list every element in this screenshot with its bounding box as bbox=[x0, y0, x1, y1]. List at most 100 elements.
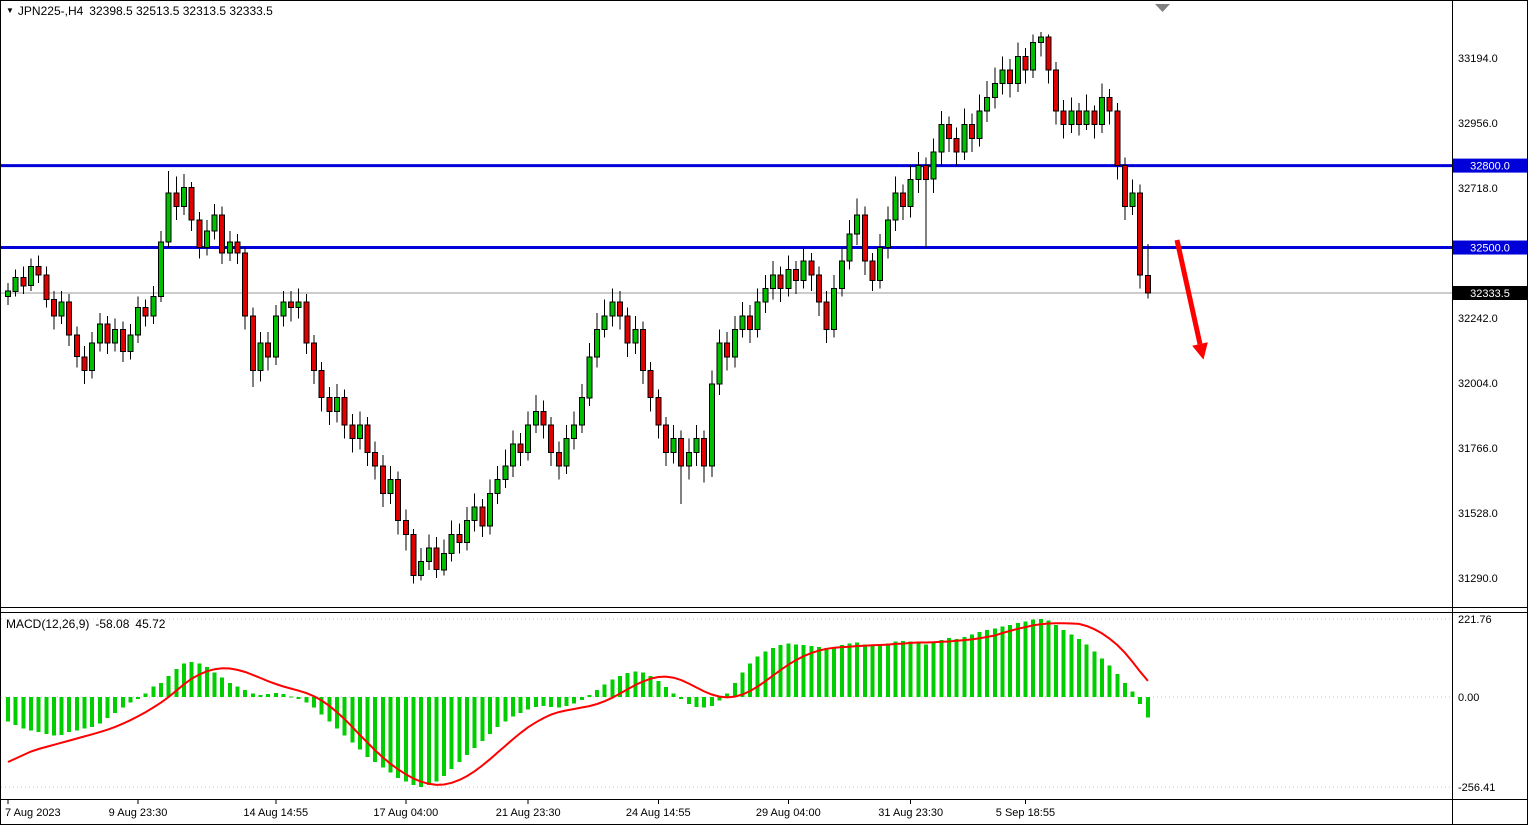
candle-body bbox=[441, 552, 448, 571]
candle-body bbox=[425, 547, 432, 563]
candle-body bbox=[35, 266, 42, 276]
candle-body bbox=[724, 342, 731, 358]
macd-bar bbox=[350, 697, 355, 743]
macd-bar bbox=[625, 673, 630, 697]
macd-bar bbox=[197, 663, 202, 697]
macd-bar bbox=[656, 681, 661, 697]
macd-bar bbox=[510, 697, 515, 717]
candle-body bbox=[670, 438, 677, 453]
macd-bar bbox=[732, 682, 737, 697]
macd-bar bbox=[924, 644, 928, 697]
candle-body bbox=[946, 124, 952, 139]
macd-bar bbox=[862, 644, 867, 697]
candle-body bbox=[50, 298, 57, 317]
macd-bar bbox=[403, 697, 408, 782]
candle-body bbox=[555, 451, 562, 467]
ohlc-values: 32398.5 32513.5 32313.5 32333.5 bbox=[89, 4, 273, 18]
macd-bar bbox=[1015, 623, 1020, 697]
candle-body bbox=[471, 506, 478, 522]
macd-info: MACD(12,26,9) -58.08 45.72 bbox=[6, 617, 165, 631]
macd-histogram bbox=[6, 619, 1150, 787]
candle-body bbox=[953, 137, 960, 153]
macd-bar bbox=[434, 697, 439, 782]
chart-shift-marker[interactable] bbox=[1155, 4, 1170, 12]
macd-bar bbox=[526, 697, 531, 710]
macd-bar bbox=[51, 697, 56, 736]
macd-bar bbox=[1069, 634, 1074, 697]
candle-body bbox=[295, 301, 302, 309]
macd-bar bbox=[1115, 674, 1120, 697]
macd-bar bbox=[1046, 620, 1051, 697]
macd-bar bbox=[220, 677, 225, 697]
macd-bar bbox=[610, 679, 615, 697]
macd-bar bbox=[113, 697, 118, 713]
candle-body bbox=[502, 465, 509, 481]
candle-body bbox=[73, 334, 80, 358]
macd-bar bbox=[495, 697, 500, 727]
candle-body bbox=[678, 438, 685, 467]
time-tick-label: 17 Aug 04:00 bbox=[373, 807, 438, 819]
candle-body bbox=[517, 443, 524, 453]
macd-bar bbox=[59, 697, 64, 735]
candle-body bbox=[938, 124, 945, 153]
macd-bar bbox=[212, 672, 217, 697]
macd-signal-line bbox=[7, 622, 1149, 786]
macd-bar bbox=[725, 693, 730, 697]
candle-body bbox=[257, 342, 264, 371]
candle-body bbox=[1083, 110, 1090, 126]
candle-body bbox=[119, 329, 126, 352]
candle-body bbox=[333, 397, 340, 412]
macd-bar bbox=[1077, 639, 1081, 697]
candle-body bbox=[494, 479, 501, 494]
symbol-name: JPN225-,H4 bbox=[17, 4, 84, 18]
macd-bar bbox=[648, 675, 653, 697]
candle-body bbox=[770, 274, 776, 289]
macd-bar bbox=[1138, 697, 1143, 704]
candle-body bbox=[81, 356, 88, 371]
macd-bar bbox=[824, 647, 829, 697]
macd-bar bbox=[908, 641, 913, 697]
price-tick-label: 31528.0 bbox=[1458, 508, 1498, 520]
candle-body bbox=[5, 290, 11, 298]
candle-body bbox=[1014, 55, 1021, 85]
candle-body bbox=[242, 252, 249, 317]
macd-bar bbox=[786, 643, 791, 697]
time-tick-label: 21 Aug 23:30 bbox=[496, 807, 561, 819]
candle-body bbox=[739, 315, 746, 330]
candle-body bbox=[762, 288, 769, 303]
horizontal-level-line[interactable]: 32500.0 bbox=[1, 240, 1527, 255]
candle-body bbox=[150, 296, 157, 317]
macd-bar bbox=[816, 647, 821, 697]
macd-bar bbox=[128, 697, 133, 703]
candle-body bbox=[288, 301, 295, 309]
level-price-label-text: 32800.0 bbox=[1470, 161, 1510, 173]
candle-body bbox=[976, 110, 983, 139]
candle-body bbox=[869, 260, 876, 281]
candle-body bbox=[395, 479, 402, 522]
macd-bar bbox=[717, 697, 722, 701]
candle-body bbox=[540, 410, 547, 426]
candle-body bbox=[356, 424, 363, 440]
macd-bar bbox=[572, 697, 577, 704]
macd-bar bbox=[21, 697, 26, 729]
trend-arrow[interactable] bbox=[1174, 239, 1208, 360]
candle-body bbox=[12, 277, 19, 292]
macd-signal-value: 45.72 bbox=[135, 617, 166, 631]
candle-body bbox=[43, 274, 50, 300]
macd-bar bbox=[847, 643, 852, 697]
candle-body bbox=[662, 424, 669, 453]
candle-body bbox=[173, 192, 180, 208]
macd-bar bbox=[281, 694, 286, 697]
candle-body bbox=[601, 315, 608, 330]
candle-body bbox=[226, 241, 233, 254]
horizontal-level-line[interactable]: 32800.0 bbox=[1, 158, 1527, 173]
symbol-dropdown-icon[interactable]: ▼ bbox=[6, 6, 14, 15]
candle-body bbox=[112, 329, 119, 344]
candle-body bbox=[609, 301, 616, 317]
level-price-label bbox=[1453, 240, 1527, 255]
candle-body bbox=[708, 383, 715, 467]
candle-body bbox=[448, 533, 455, 554]
time-axis-scale[interactable] bbox=[0, 800, 1452, 825]
